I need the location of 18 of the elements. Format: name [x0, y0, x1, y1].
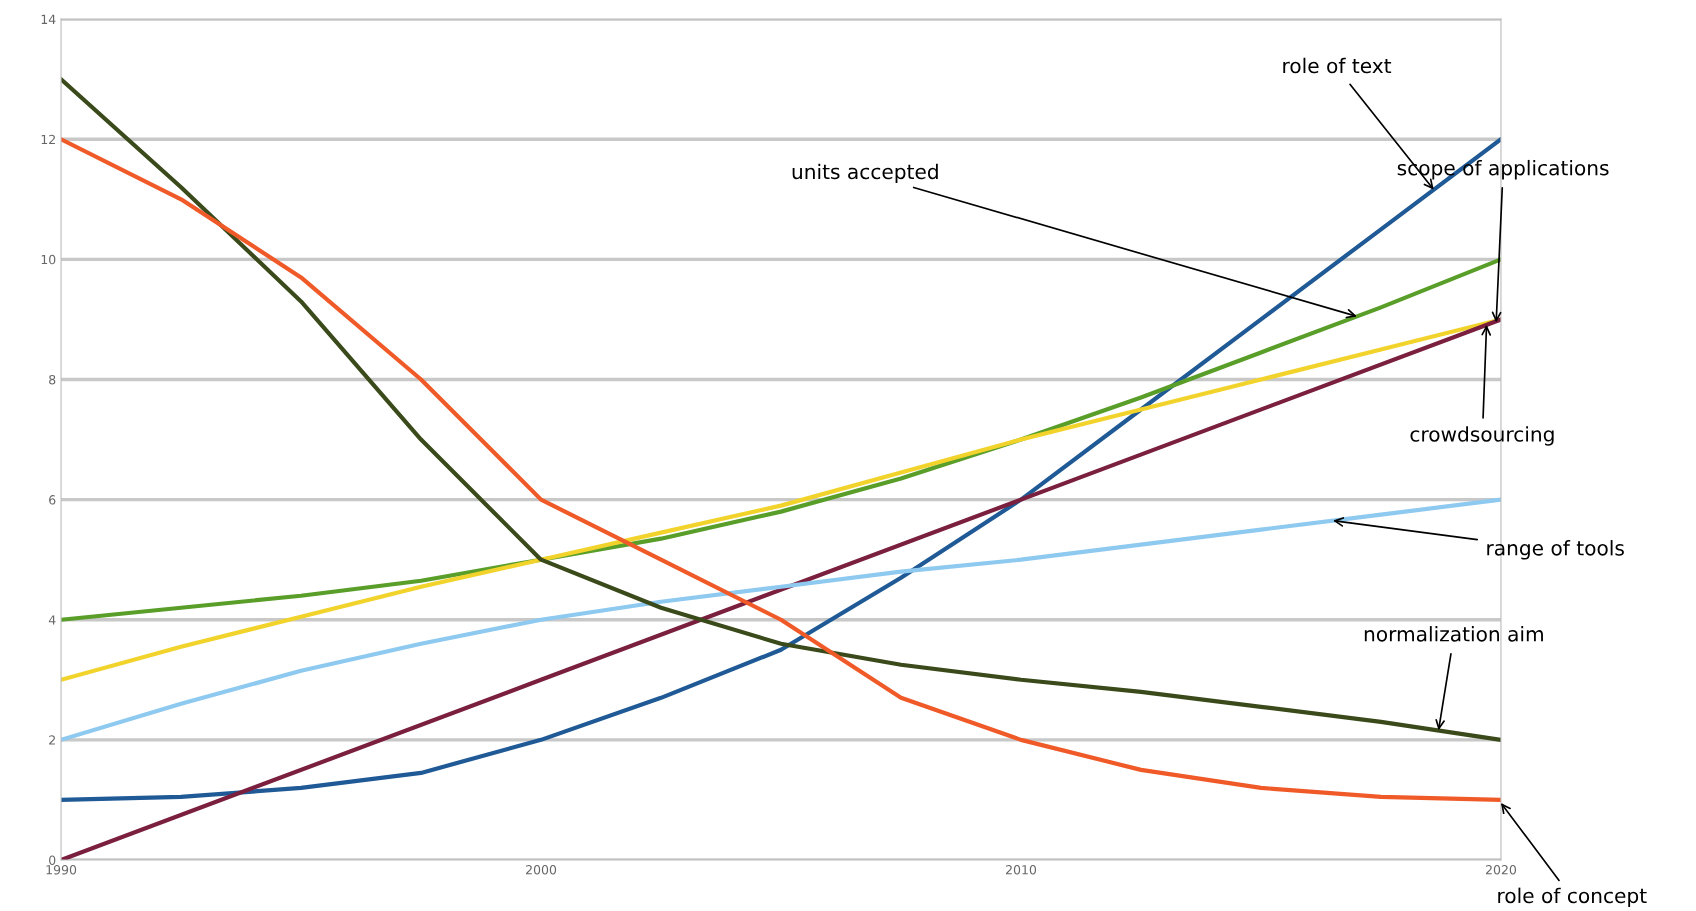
- y-tick-label: 0: [49, 855, 56, 865]
- y-tick-label: 4: [48, 615, 56, 625]
- annotation: units accepted: [792, 163, 938, 184]
- annotation: role of text: [1283, 57, 1392, 74]
- annotation: normalization aim: [1364, 626, 1543, 642]
- x-tick-label: 1990: [46, 865, 77, 875]
- x-tick-label: 2020: [1485, 865, 1517, 875]
- y-tick-label: 2: [49, 735, 55, 745]
- y-tick-label: 14: [41, 14, 56, 24]
- y-tick-label: 12: [41, 134, 55, 144]
- y-tick-label: 10: [41, 254, 56, 265]
- annotation: crowdsourcing: [1410, 426, 1554, 446]
- y-tick-label: 6: [49, 495, 56, 505]
- x-tick-label: 2000: [526, 865, 557, 875]
- x-tick-label: 2010: [1006, 865, 1037, 875]
- annotation: range of tools: [1487, 540, 1624, 560]
- y-tick-label: 8: [49, 374, 56, 385]
- annotation: role of concept: [1498, 887, 1647, 908]
